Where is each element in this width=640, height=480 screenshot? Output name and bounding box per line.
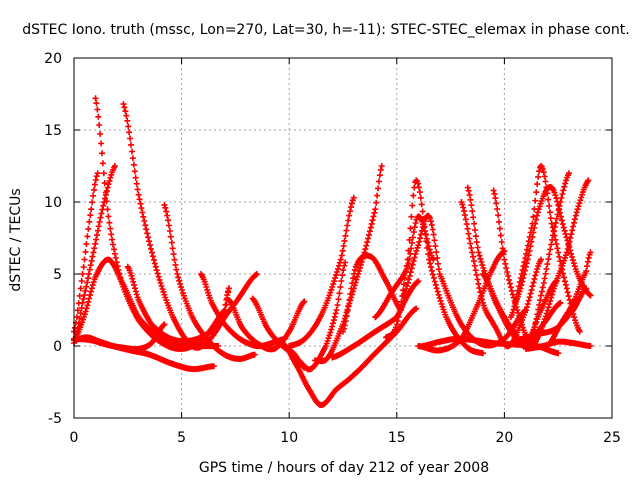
data-series	[124, 263, 260, 345]
y-axis-label: dSTEC / TECUs	[8, 188, 24, 291]
x-tick-label: 25	[603, 430, 621, 446]
x-axis-label: GPS time / hours of day 212 of year 2008	[199, 460, 489, 476]
data-series	[92, 95, 232, 352]
y-tick-label: 5	[53, 267, 62, 283]
data-series	[329, 278, 422, 361]
x-tick-label: 15	[388, 430, 406, 446]
y-tick-label: -5	[48, 411, 62, 427]
x-tick-label: 5	[177, 430, 186, 446]
x-tick-label: 20	[495, 430, 513, 446]
plot-frame	[73, 57, 613, 419]
data-point-markers	[161, 201, 258, 362]
data-point-markers	[124, 263, 260, 345]
grid	[74, 58, 612, 418]
data-series	[340, 252, 405, 335]
data-point-markers	[522, 338, 594, 352]
data-point-markers	[329, 278, 422, 361]
data-series	[161, 201, 258, 362]
data-point-markers	[312, 163, 385, 364]
data-series	[372, 213, 437, 321]
chart-title: dSTEC Iono. truth (mssc, Lon=270, Lat=30…	[22, 22, 629, 38]
data-point-markers	[512, 285, 590, 344]
data-series	[279, 305, 420, 408]
y-tick-label: 0	[53, 339, 62, 355]
x-tick-label: 10	[280, 430, 298, 446]
data-series	[522, 338, 594, 352]
data-point-markers	[372, 213, 437, 321]
data-series	[286, 194, 357, 349]
plot-area	[71, 95, 594, 408]
y-tick-label: 15	[44, 123, 62, 139]
data-point-markers	[92, 95, 232, 352]
data-point-markers	[286, 194, 357, 349]
y-tick-label: 20	[44, 51, 62, 67]
data-point-markers	[340, 252, 405, 335]
axis-ticks: 0 5 10 15 20 25 -5 0 5 10 15 20	[44, 51, 621, 446]
data-point-markers	[279, 305, 420, 408]
y-tick-label: 10	[44, 195, 62, 211]
data-series	[312, 163, 385, 364]
data-series	[512, 285, 590, 344]
x-tick-label: 0	[70, 430, 79, 446]
